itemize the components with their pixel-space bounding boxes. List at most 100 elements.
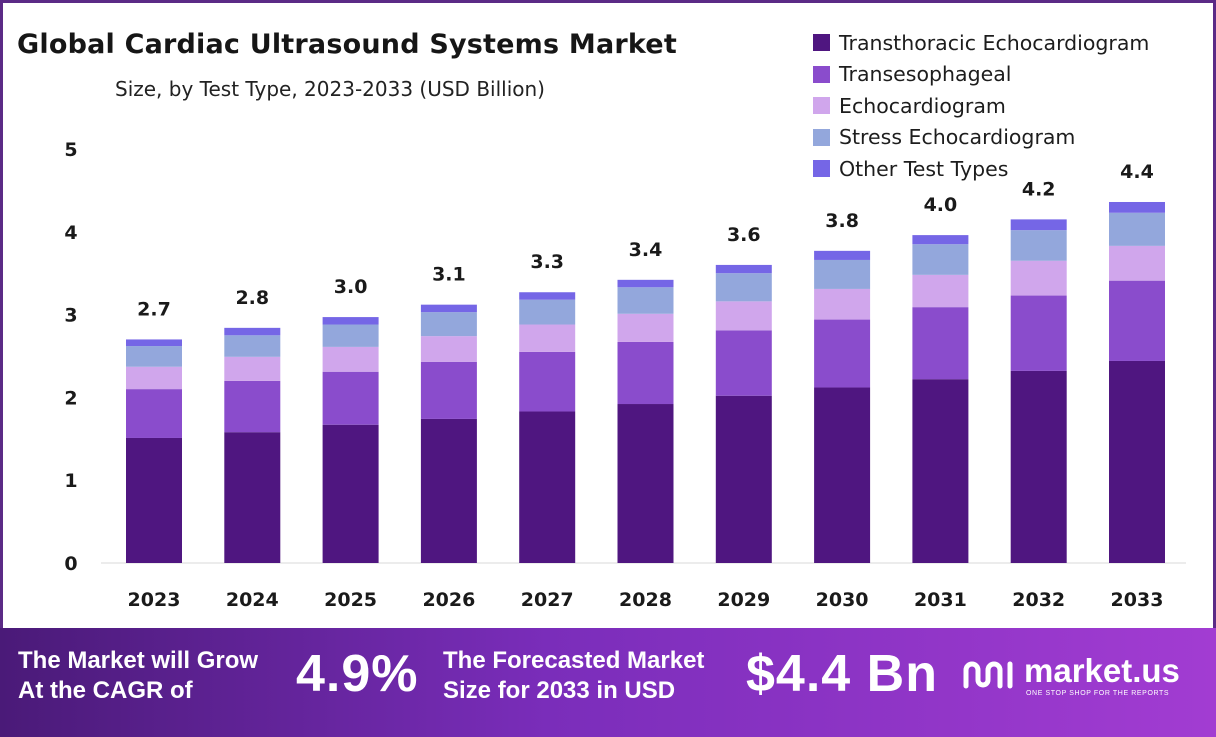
bar-segment-4 (814, 259, 871, 289)
y-tick-label: 3 (64, 305, 77, 327)
bar-segment-4 (715, 273, 772, 302)
bar-segment-5 (715, 264, 772, 274)
legend-label: Stress Echocardiogram (839, 125, 1076, 150)
bar-segment-4 (519, 299, 576, 325)
legend-label: Echocardiogram (839, 93, 1006, 118)
bar-segment-4 (1010, 230, 1067, 261)
x-tick-label: 2029 (717, 589, 770, 611)
forecast-size-label-line: The Forecasted Market (443, 647, 705, 674)
bar-segment-2 (519, 351, 576, 412)
brand-tagline: ONE STOP SHOP FOR THE REPORTS (1026, 690, 1170, 697)
bar-segment-2 (1010, 295, 1067, 371)
x-tick-label: 2032 (1012, 589, 1065, 611)
bar-segment-4 (126, 346, 182, 367)
bar-segment-5 (420, 304, 477, 313)
bar-segment-4 (420, 312, 477, 337)
bar-segment-1 (420, 418, 477, 563)
legend-item: Transthoracic Echocardiogram (813, 27, 1149, 59)
y-tick-label: 2 (64, 387, 77, 409)
forecast-size-label: The Forecasted Market Size for 2033 in U… (443, 646, 773, 706)
total-label: 3.8 (825, 210, 859, 232)
forecast-size-label-line: Size for 2033 in USD (443, 677, 676, 704)
legend-swatch (813, 128, 830, 146)
legend-label: Transthoracic Echocardiogram (839, 30, 1150, 55)
total-label: 2.7 (137, 298, 171, 320)
bar-segment-4 (617, 287, 674, 314)
x-tick-label: 2028 (619, 589, 672, 611)
bar-segment-3 (617, 313, 674, 342)
legend: Transthoracic Echocardiogram Transesopha… (813, 27, 1149, 185)
bar-segment-2 (224, 380, 281, 433)
total-label: 3.0 (334, 276, 368, 298)
bar-segment-1 (126, 437, 182, 563)
y-tick-label: 5 (64, 139, 77, 161)
forecast-size-value: $4.4 Bn (746, 645, 938, 703)
bar-segment-5 (814, 250, 871, 260)
bar-segment-1 (1010, 370, 1067, 563)
bar-segment-1 (519, 411, 576, 563)
bar-segment-2 (814, 319, 871, 388)
x-tick-label: 2023 (128, 589, 181, 611)
bar-segment-3 (322, 346, 379, 372)
summary-banner: The Market will Grow At the CAGR of 4.9%… (0, 628, 1216, 737)
bar-segment-5 (912, 235, 969, 245)
legend-item: Echocardiogram (813, 90, 1149, 122)
cagr-label: The Market will Grow At the CAGR of (18, 646, 318, 706)
legend-item: Transesophageal (813, 59, 1149, 91)
x-tick-label: 2026 (422, 589, 475, 611)
total-label: 4.0 (924, 194, 958, 216)
bar-segment-4 (1109, 212, 1165, 246)
bar-segment-1 (715, 395, 772, 563)
y-tick-label: 4 (64, 222, 77, 244)
chart-title: Global Cardiac Ultrasound Systems Market (17, 29, 677, 60)
bar-segment-3 (224, 356, 281, 381)
legend-item: Other Test Types (813, 153, 1149, 185)
bar-segment-4 (322, 324, 379, 347)
bar-segment-5 (126, 339, 182, 347)
bar-segment-5 (1109, 201, 1165, 213)
total-label: 3.1 (432, 264, 466, 286)
total-label: 3.4 (629, 239, 663, 261)
brand-name: market.us (1024, 652, 1180, 689)
bar-segment-2 (1109, 280, 1165, 361)
bar-segment-2 (617, 341, 674, 405)
total-label: 4.2 (1022, 178, 1056, 200)
bar-segment-4 (224, 335, 281, 357)
bar-segment-1 (814, 387, 871, 563)
bar-segment-2 (322, 371, 379, 425)
legend-swatch (813, 160, 830, 178)
bar-segment-1 (322, 424, 379, 563)
total-label: 3.3 (530, 251, 564, 273)
bar-segment-3 (420, 336, 477, 362)
x-tick-label: 2024 (226, 589, 279, 611)
bar-segment-1 (224, 432, 281, 563)
bar-segment-2 (126, 389, 182, 438)
bar-segment-3 (519, 324, 576, 352)
y-tick-label: 0 (64, 553, 77, 575)
cagr-label-line: At the CAGR of (18, 677, 193, 704)
legend-label: Other Test Types (839, 156, 1009, 181)
bars (126, 201, 1165, 563)
total-label: 4.4 (1120, 161, 1154, 183)
market-us-logo-icon (963, 661, 1013, 689)
x-tick-label: 2030 (816, 589, 869, 611)
legend-item: Stress Echocardiogram (813, 122, 1149, 154)
x-tick-label: 2025 (324, 589, 377, 611)
bar-segment-1 (912, 379, 969, 563)
brand-logo: market.us ONE STOP SHOP FOR THE REPORTS (962, 652, 1202, 712)
x-tick-label: 2033 (1111, 589, 1164, 611)
bar-segment-1 (1109, 360, 1165, 563)
bar-segment-2 (715, 330, 772, 396)
total-label: 2.8 (235, 287, 269, 309)
x-tick-label: 2027 (521, 589, 574, 611)
bar-segment-5 (617, 279, 674, 288)
bar-segment-3 (1010, 260, 1067, 296)
bar-segment-3 (126, 366, 182, 390)
legend-swatch (813, 34, 830, 52)
legend-swatch (813, 65, 830, 83)
bar-segment-2 (912, 307, 969, 380)
bar-segment-5 (224, 327, 281, 336)
y-axis: 0 1 2 3 4 5 (64, 139, 77, 575)
